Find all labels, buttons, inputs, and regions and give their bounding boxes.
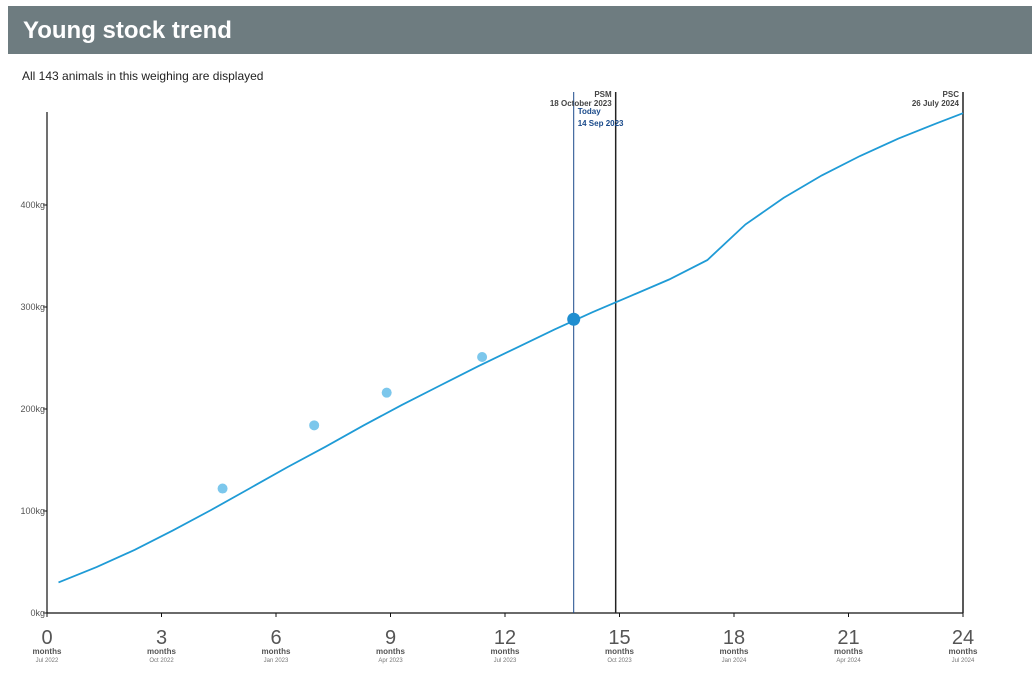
x-tick-date: Oct 2022 <box>149 658 174 664</box>
x-tick-date: Apr 2024 <box>836 658 861 664</box>
x-tick-date: Jul 2023 <box>494 658 517 664</box>
x-tick-label: 0 <box>41 627 52 649</box>
event-marker-label: PSM <box>594 90 612 99</box>
today-point <box>567 312 581 326</box>
weighing-point <box>217 483 228 494</box>
today-marker-date: 14 Sep 2023 <box>578 119 624 128</box>
event-marker-label: PSC <box>943 90 960 99</box>
chart-header: Young stock trend <box>8 6 1032 54</box>
y-tick-label: 400kg <box>20 200 45 210</box>
x-tick-date: Jan 2023 <box>264 658 289 664</box>
x-tick-unit: months <box>834 647 863 656</box>
x-tick-unit: months <box>33 647 62 656</box>
x-tick-unit: months <box>491 647 520 656</box>
x-tick-unit: months <box>720 647 749 656</box>
weighing-point <box>309 420 320 431</box>
x-tick-unit: months <box>147 647 176 656</box>
event-marker-date: 26 July 2024 <box>912 99 960 108</box>
x-tick-date: Jul 2022 <box>36 658 59 664</box>
x-tick-label: 24 <box>952 627 974 649</box>
x-tick-date: Jul 2024 <box>952 658 975 664</box>
y-tick-label: 0kg <box>30 608 45 618</box>
today-marker-label: Today <box>578 107 602 116</box>
trend-line <box>58 112 964 584</box>
x-tick-unit: months <box>949 647 978 656</box>
animal-count-note: All 143 animals in this weighing are dis… <box>22 69 264 83</box>
page-title: Young stock trend <box>23 17 232 44</box>
x-tick-label: 3 <box>156 627 167 649</box>
y-tick-label: 300kg <box>20 302 45 312</box>
x-tick-label: 21 <box>837 627 859 649</box>
x-tick-date: Jan 2024 <box>722 658 747 664</box>
weighing-point <box>381 387 392 398</box>
weighing-point <box>477 351 488 362</box>
x-tick-unit: months <box>376 647 405 656</box>
y-tick-label: 200kg <box>20 404 45 414</box>
x-tick-label: 6 <box>270 627 281 649</box>
y-tick-label: 100kg <box>20 506 45 516</box>
event-marker-date: 18 October 2023 <box>550 99 612 108</box>
x-tick-unit: months <box>605 647 634 656</box>
x-tick-unit: months <box>262 647 291 656</box>
x-tick-label: 15 <box>608 627 630 649</box>
x-tick-label: 12 <box>494 627 516 649</box>
x-tick-label: 9 <box>385 627 396 649</box>
x-tick-label: 18 <box>723 627 745 649</box>
x-tick-date: Apr 2023 <box>378 658 403 664</box>
x-tick-date: Oct 2023 <box>607 658 632 664</box>
